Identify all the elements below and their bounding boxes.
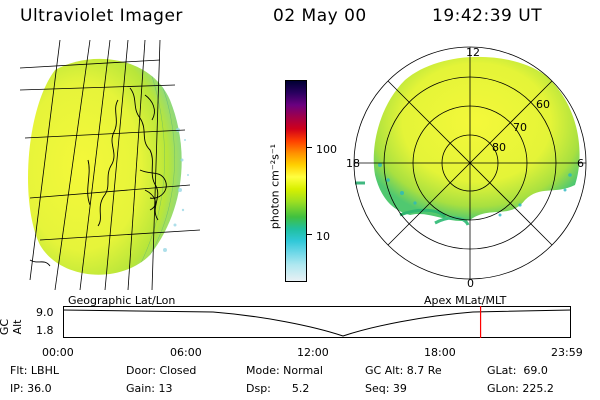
mlat-label-60: 60 bbox=[536, 98, 550, 111]
timeline-x-tick: 06:00 bbox=[170, 346, 202, 359]
colorbar-tick-10: 10 bbox=[316, 230, 330, 243]
lat-lon-grid bbox=[19, 39, 201, 291]
colorbar-tick-100: 100 bbox=[316, 143, 337, 156]
gain-info: Gain: 13 bbox=[126, 382, 173, 395]
glat-info: GLat: 69.0 bbox=[487, 364, 548, 377]
glon-info: GLon: 225.2 bbox=[487, 382, 554, 395]
timeline-x-tick: 18:00 bbox=[424, 346, 456, 359]
colorbar bbox=[285, 80, 307, 282]
timeline-x-tick: 23:59 bbox=[551, 346, 583, 359]
timeline-y-tick-max: 9.0 bbox=[36, 306, 54, 319]
altitude-timeline bbox=[62, 306, 572, 338]
observation-time: 19:42:39 UT bbox=[432, 6, 543, 26]
gc-alt-info: GC Alt: 8.7 Re bbox=[365, 364, 442, 377]
ip-info: IP: 36.0 bbox=[10, 382, 52, 395]
mlt-label-12: 12 bbox=[466, 46, 480, 59]
timeline-x-tick: 12:00 bbox=[297, 346, 329, 359]
geographic-image bbox=[19, 39, 201, 291]
mlt-label-0: 0 bbox=[467, 277, 474, 290]
coastlines bbox=[29, 87, 167, 267]
seq-info: Seq: 39 bbox=[365, 382, 407, 395]
apex-grid-label: Apex MLat/MLT bbox=[424, 294, 507, 307]
instrument-title: Ultraviolet Imager bbox=[20, 6, 183, 26]
colorbar-tickmark bbox=[306, 147, 312, 148]
mode-info: Mode: Normal bbox=[246, 364, 323, 377]
filter-info: Flt: LBHL bbox=[10, 364, 59, 377]
altitude-curve bbox=[62, 309, 572, 337]
aurora-image bbox=[373, 56, 580, 222]
timeline-axis-label: GC Alt bbox=[0, 318, 24, 336]
latitude-rings bbox=[353, 46, 587, 280]
mlat-label-70: 70 bbox=[513, 121, 527, 134]
timeline-y-tick-min: 1.8 bbox=[36, 324, 54, 337]
dsp-info: Dsp: 5.2 bbox=[246, 382, 310, 395]
earth-disc bbox=[28, 58, 182, 275]
door-info: Door: Closed bbox=[126, 364, 197, 377]
polar-plot bbox=[353, 46, 587, 280]
geographic-grid-label: Geographic Lat/Lon bbox=[68, 294, 176, 307]
colorbar-unit-label: photon cm⁻²s⁻¹ bbox=[268, 143, 282, 230]
mlt-label-6: 6 bbox=[577, 157, 584, 170]
timeline-x-tick: 00:00 bbox=[42, 346, 74, 359]
mlt-label-18: 18 bbox=[346, 157, 360, 170]
colorbar-tickmark bbox=[306, 234, 312, 235]
mlat-label-80: 80 bbox=[492, 141, 506, 154]
observation-date: 02 May 00 bbox=[273, 6, 367, 26]
